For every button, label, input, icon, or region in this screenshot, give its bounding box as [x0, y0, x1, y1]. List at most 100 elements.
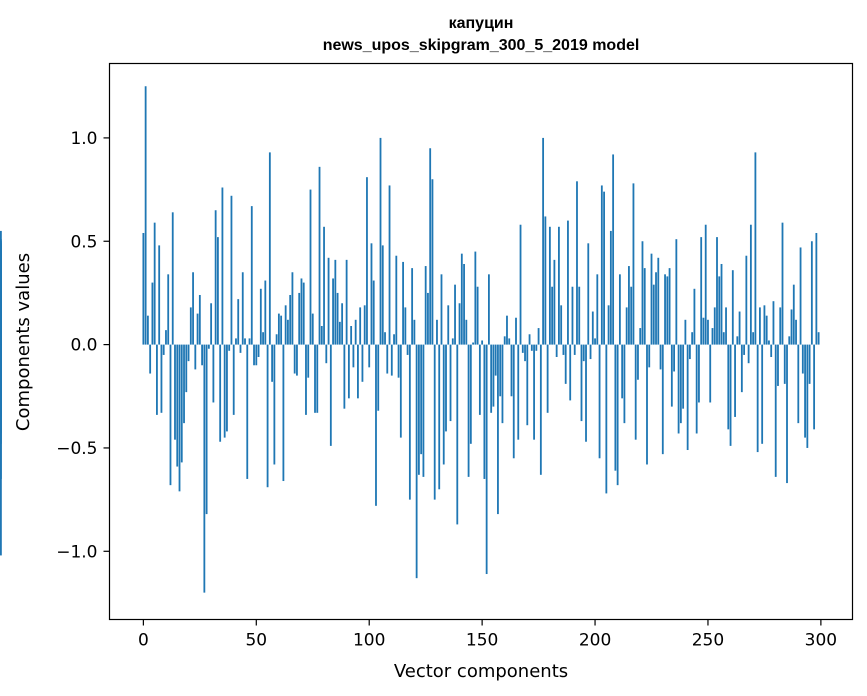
bar — [713, 307, 716, 345]
bar — [664, 274, 666, 345]
bar — [792, 284, 795, 345]
bar — [580, 344, 583, 422]
x-tick-label: 250 — [692, 631, 724, 651]
bar — [442, 344, 445, 465]
bar — [431, 179, 434, 345]
bar — [329, 344, 332, 446]
bar — [287, 319, 289, 345]
bar — [232, 344, 235, 415]
bar — [668, 268, 671, 345]
bar — [214, 210, 217, 345]
bar — [503, 336, 506, 345]
bar — [704, 224, 707, 345]
bar — [359, 307, 362, 345]
bar — [646, 344, 648, 465]
bar — [203, 344, 206, 593]
bar — [427, 292, 429, 345]
bar — [494, 344, 497, 376]
bar — [156, 344, 158, 415]
bar — [501, 344, 504, 424]
bar — [160, 344, 163, 413]
bar — [682, 344, 685, 409]
y-tick-label: −0.5 — [56, 439, 97, 459]
bar — [720, 263, 723, 345]
bar — [544, 216, 547, 345]
bar — [727, 344, 730, 430]
bar — [386, 344, 389, 374]
bar — [677, 344, 680, 434]
bar — [804, 344, 806, 438]
bar — [404, 307, 407, 345]
bar — [596, 274, 599, 345]
bar — [612, 154, 615, 345]
bar — [293, 344, 296, 374]
bar — [747, 344, 750, 364]
bar — [711, 328, 714, 345]
bar — [497, 344, 499, 515]
bar — [255, 344, 258, 366]
bar — [395, 255, 398, 345]
bar — [585, 344, 587, 442]
bar — [411, 268, 414, 345]
bar — [731, 270, 734, 345]
bar — [488, 274, 490, 345]
bar — [456, 344, 459, 525]
bar — [548, 226, 551, 345]
bar — [564, 344, 567, 384]
y-tick-label: 0.5 — [70, 232, 97, 252]
bar — [499, 344, 502, 397]
bar — [381, 245, 384, 345]
bar — [454, 284, 456, 345]
bar — [555, 344, 558, 357]
bar — [230, 195, 233, 345]
bar — [266, 344, 269, 488]
bar — [422, 344, 425, 477]
bar — [334, 259, 337, 345]
chart-title: капуцин — [449, 15, 514, 32]
y-axis-ticks: −1.0 −0.5 0.0 0.5 1.0 — [56, 129, 110, 562]
bar — [469, 344, 472, 444]
bar — [217, 237, 219, 345]
bar — [388, 185, 391, 345]
bar — [465, 319, 468, 345]
bar — [578, 286, 581, 345]
bar — [512, 344, 515, 459]
bar — [323, 226, 325, 345]
bar — [573, 344, 576, 355]
bar — [438, 344, 441, 490]
bar — [655, 272, 657, 345]
bar — [429, 148, 432, 345]
bar — [607, 305, 610, 345]
bar — [643, 268, 646, 345]
bar — [460, 253, 463, 345]
bar — [641, 241, 644, 345]
bar — [451, 338, 454, 345]
bar — [207, 344, 210, 349]
bar — [196, 313, 199, 345]
bar — [413, 319, 416, 345]
bar — [291, 272, 294, 345]
bar — [815, 232, 818, 345]
bar — [345, 259, 348, 345]
bar — [524, 344, 526, 362]
bar — [521, 344, 524, 353]
bar — [772, 301, 775, 345]
bar — [0, 344, 2, 444]
bar — [433, 344, 436, 500]
bar — [659, 344, 662, 370]
bar — [185, 344, 188, 393]
bar — [686, 344, 689, 451]
bar — [273, 344, 276, 465]
bar — [740, 344, 743, 393]
y-tick-label: −1.0 — [56, 542, 97, 562]
bar — [616, 344, 619, 486]
bar — [718, 276, 721, 345]
bar — [174, 344, 176, 440]
bar — [754, 152, 757, 345]
bar — [650, 253, 653, 345]
plot-frame — [108, 62, 854, 621]
bar — [652, 284, 655, 345]
bar — [492, 344, 495, 407]
bar — [670, 344, 673, 407]
